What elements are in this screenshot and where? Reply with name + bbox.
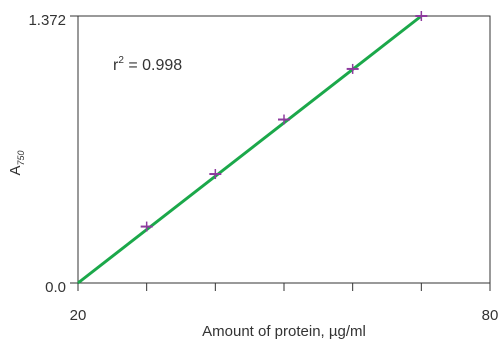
y-tick-label-min: 0.0	[45, 279, 66, 296]
y-axis-title: A750	[7, 150, 26, 175]
y-axis-title-main: A	[7, 166, 24, 176]
y-tick-label-max: 1.372	[28, 12, 66, 29]
data-points	[140, 11, 428, 232]
r-squared-superscript: 2	[118, 55, 124, 66]
data-point	[140, 221, 153, 232]
x-tick-label-min: 20	[70, 307, 87, 324]
x-ticks	[77, 283, 491, 291]
data-point	[209, 169, 222, 180]
fit-line	[77, 14, 423, 285]
data-point	[346, 63, 359, 74]
r-squared-value: = 0.998	[124, 57, 182, 74]
r-squared-annotation: r2 = 0.998	[113, 55, 182, 74]
x-tick-label-max: 80	[482, 307, 499, 324]
x-axis-title: Amount of protein, µg/ml	[202, 323, 366, 340]
r-squared-base: r	[113, 57, 119, 74]
data-point	[415, 11, 428, 21]
y-ticks	[70, 15, 78, 284]
y-axis-title-subscript: 750	[16, 150, 26, 165]
data-point	[278, 114, 290, 125]
